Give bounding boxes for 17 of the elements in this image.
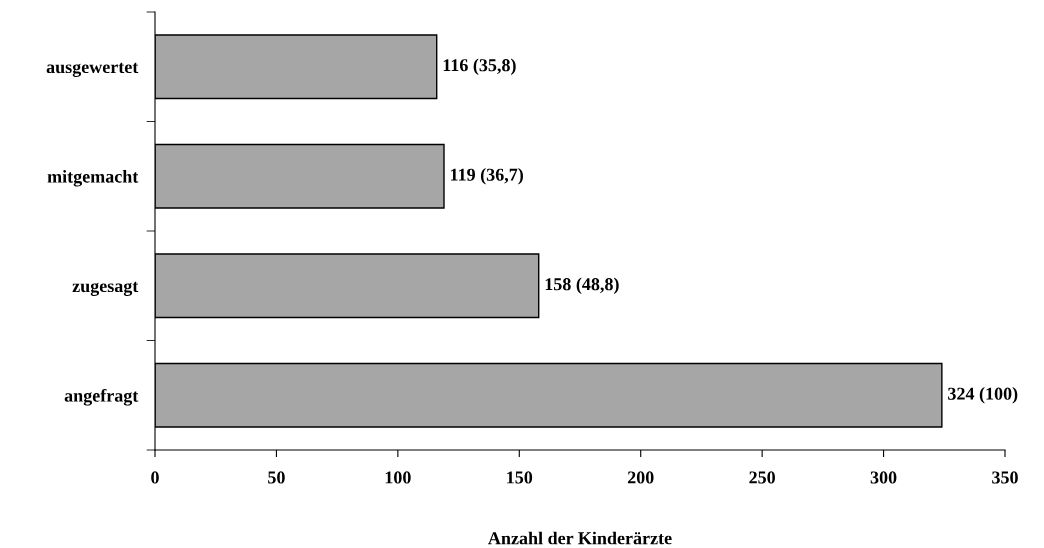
x-tick-label: 100 — [385, 471, 411, 484]
y-tick-label: mitgemacht — [47, 169, 139, 187]
y-tick-label: angefragt — [64, 388, 139, 406]
x-tick-label: 0 — [151, 471, 159, 484]
x-axis-title: Anzahl der Kinderärzte — [488, 531, 672, 545]
x-tick-label: 350 — [992, 471, 1018, 484]
x-tick-label: 50 — [268, 471, 285, 484]
x-tick-label: 250 — [749, 471, 775, 484]
data-label: 116 (35,8) — [443, 58, 516, 75]
data-label: 324 (100) — [948, 387, 1018, 404]
x-tick-label: 150 — [507, 471, 533, 484]
y-tick-label: ausgewertet — [46, 62, 139, 77]
y-tick-label: zugesagt — [72, 281, 139, 296]
x-tick-label: 200 — [627, 471, 654, 484]
data-label: 119 (36,7) — [451, 168, 523, 185]
data-label: 158 (48,8) — [545, 277, 619, 294]
x-tick-label: 300 — [870, 471, 897, 484]
